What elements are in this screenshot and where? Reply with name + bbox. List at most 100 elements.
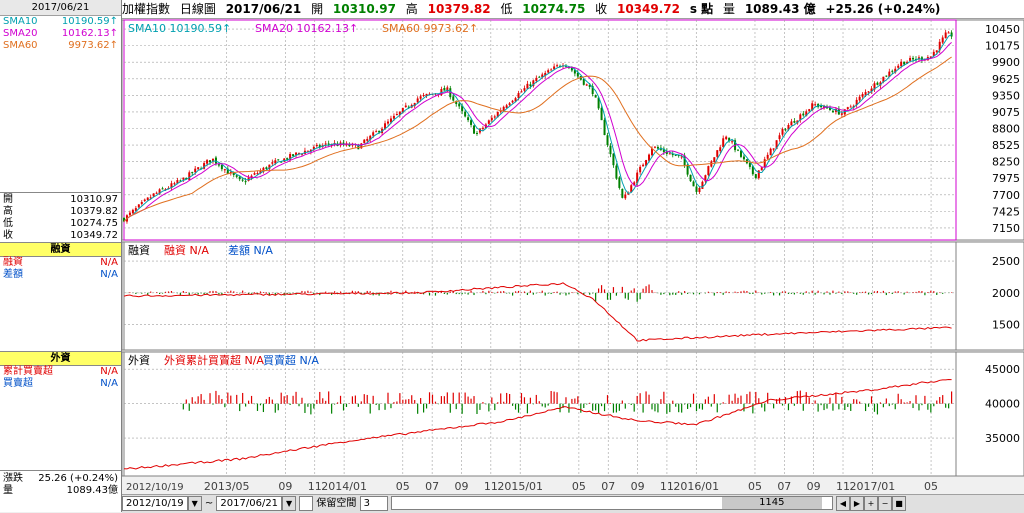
candle-body (742, 156, 745, 160)
date-separator: ~ (204, 498, 214, 509)
ohlc-row-label: 收 (3, 230, 13, 241)
candle-body (280, 161, 283, 163)
high-label: 高 (405, 2, 418, 16)
y-tick-label: 2500 (992, 255, 1020, 268)
candle-body (496, 111, 499, 118)
candle-body (903, 61, 906, 65)
keep-space-label: 保留空間 (316, 498, 357, 509)
candle-body (683, 155, 686, 166)
financing-title: 融資 (0, 242, 121, 257)
low-value: 10274.75 (522, 2, 586, 16)
candle-body (538, 76, 541, 78)
candle-body (481, 127, 484, 129)
sma-row-value: 10162.13↑ (61, 28, 118, 39)
x-tick-label: 11 (836, 480, 850, 493)
scroll-thumb-count[interactable]: 1145 (721, 497, 822, 509)
candle-body (944, 32, 947, 39)
chart-svg[interactable]: 2012/10/19 2013/05 09 11 2014/01 05 07 09 11 2015… (121, 18, 1024, 494)
index-name: 加權指數 (122, 2, 171, 16)
candle-body (594, 95, 597, 98)
candle-body (591, 86, 594, 95)
keep-space-value[interactable]: 3 (359, 495, 388, 511)
ohlc-row-label: 高 (3, 206, 13, 217)
candle-body (621, 188, 624, 198)
candle-body (701, 181, 704, 189)
close-label: 收 (595, 2, 608, 16)
candle-body (277, 159, 280, 161)
candle-body (544, 72, 547, 76)
candle-body (731, 141, 734, 143)
candle-body (395, 114, 398, 116)
candle-body (461, 105, 464, 112)
candle-body (203, 163, 206, 169)
scroll-right-icon[interactable]: ▶ (849, 495, 864, 511)
x-tick-label: 2013/05 (204, 480, 250, 493)
candle-body (550, 69, 553, 71)
candle-body (849, 106, 852, 108)
candle-body (363, 139, 366, 143)
start-date-field[interactable]: 2012/10/19 (122, 495, 188, 511)
keep-space-checkbox[interactable] (299, 495, 314, 511)
candle-body (719, 147, 722, 152)
sma60-line (123, 56, 952, 222)
x-tick-label: 05 (572, 480, 586, 493)
candle-body (505, 105, 508, 108)
candle-body (861, 94, 864, 97)
price-legend-item: SMA20 10162.13↑ (255, 22, 358, 35)
candle-body (149, 197, 152, 199)
change-list: 漲跌 25.26 (+0.24%) 量 1089.43億 (0, 470, 121, 497)
candle-body (464, 111, 467, 117)
candle-body (182, 177, 185, 180)
candle-body (128, 212, 131, 216)
candle-body (828, 108, 831, 110)
foreign-row-label: 累計買賣超 (3, 366, 53, 377)
candle-body (897, 65, 900, 68)
foreign-row-value: N/A (100, 366, 118, 377)
scroll-left-icon[interactable]: ◀ (835, 495, 850, 511)
zoom-in-icon[interactable]: + (863, 495, 878, 511)
candle-body (722, 138, 725, 148)
horizontal-scrollbar[interactable]: 1145 (390, 496, 833, 510)
candle-body (262, 167, 265, 172)
y-tick-label: 8800 (992, 122, 1020, 135)
candle-body (535, 77, 538, 82)
candle-body (274, 160, 277, 164)
candle-body (820, 105, 823, 108)
candle-body (582, 78, 585, 85)
financing-legend-item: 融資 N/A (164, 244, 209, 257)
change-row-value: 1089.43億 (66, 485, 118, 496)
financing-section: 融資 融資 N/A 差額 N/A (0, 242, 121, 281)
candle-body (606, 135, 609, 146)
period-label: 日線圖 (179, 2, 216, 16)
ohlc-row: 高 10379.82 (0, 206, 121, 218)
x-tick-label: 2012/10/19 (126, 482, 184, 493)
date-header: 2017/06/21 (0, 0, 121, 16)
candle-body (656, 146, 659, 149)
candle-body (662, 148, 665, 153)
candle-body (155, 192, 158, 194)
candle-body (440, 88, 443, 96)
candle-body (191, 172, 194, 174)
foreign-row: 累計買賣超 N/A (0, 366, 121, 378)
end-date-dropdown-icon[interactable]: ▼ (282, 495, 297, 511)
candle-body (232, 172, 235, 176)
candle-body (689, 174, 692, 182)
chart-area[interactable]: 2012/10/19 2013/05 09 11 2014/01 05 07 09 11 2015… (121, 18, 1024, 494)
candle-body (648, 154, 651, 161)
candle-body (452, 96, 455, 101)
start-date-dropdown-icon[interactable]: ▼ (187, 495, 202, 511)
candle-body (748, 162, 751, 167)
zoom-out-icon[interactable]: − (877, 495, 892, 511)
candle-body (799, 114, 802, 121)
candle-body (873, 83, 876, 90)
sma-row-label: SMA60 (3, 40, 38, 51)
candle-body (520, 91, 523, 93)
candle-body (920, 57, 923, 61)
ohlc-row-value: 10274.75 (70, 218, 118, 229)
candle-body (588, 84, 591, 87)
candle-body (211, 158, 214, 162)
price-pane-bg (121, 19, 1024, 241)
candle-body (185, 177, 188, 180)
reset-icon[interactable]: ■ (891, 495, 906, 511)
end-date-field[interactable]: 2017/06/21 (216, 495, 283, 511)
